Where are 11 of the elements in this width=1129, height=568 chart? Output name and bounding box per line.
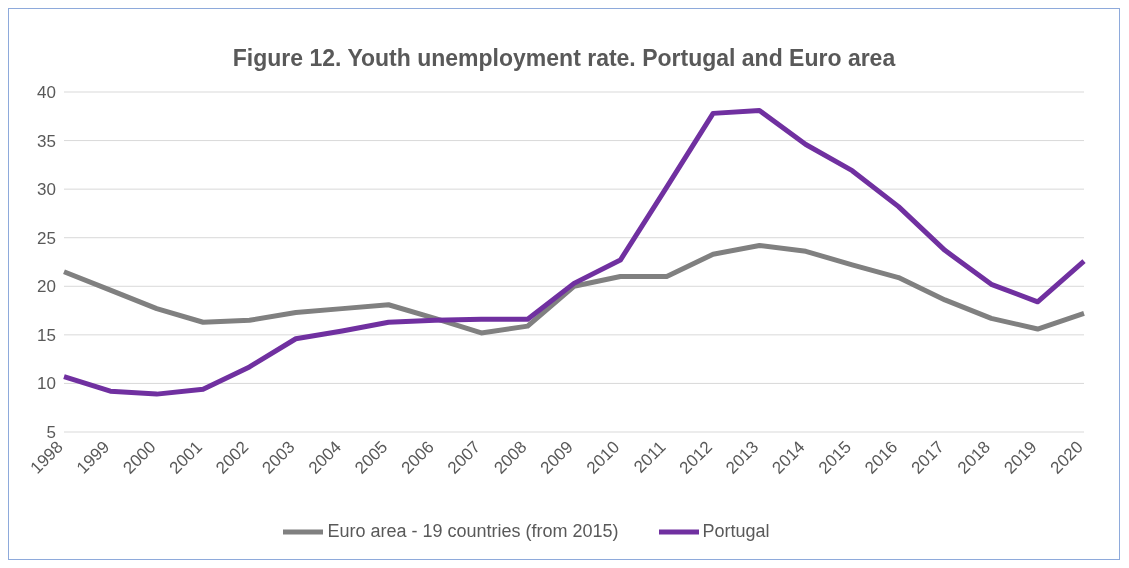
legend-label: Euro area - 19 countries (from 2015): [327, 520, 619, 541]
y-tick-label: 15: [37, 325, 56, 345]
legend-label: Portugal: [702, 520, 770, 541]
y-tick-label: 20: [37, 277, 56, 297]
y-tick-label: 5: [46, 423, 56, 443]
y-tick-label: 35: [37, 131, 56, 151]
y-tick-label: 10: [37, 374, 56, 394]
chart-title: Figure 12. Youth unemployment rate. Portugal and Euro area: [231, 44, 897, 72]
y-tick-label: 30: [37, 180, 56, 200]
y-tick-label: 25: [37, 228, 56, 248]
y-tick-label: 40: [37, 83, 56, 103]
